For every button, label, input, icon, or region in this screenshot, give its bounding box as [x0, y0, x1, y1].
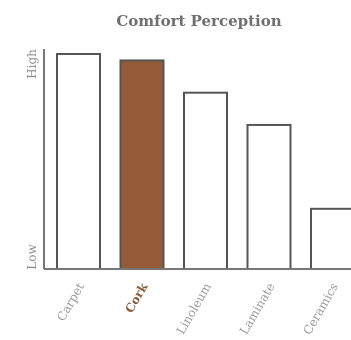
x-axis-labels: Carpet Cork Linoleum Laminate Ceramics	[54, 280, 341, 337]
bar-laminate	[246, 123, 292, 270]
bar-ceramics	[310, 207, 351, 271]
x-tick-label-ceramics: Ceramics	[300, 281, 341, 338]
y-axis-low-label: Low	[25, 244, 39, 270]
y-axis-high-label: High	[25, 49, 39, 79]
bars-group	[56, 53, 351, 271]
x-tick-label-laminate: Laminate	[237, 281, 278, 337]
bar-linoleum	[183, 91, 228, 270]
x-tick-label-linoleum: Linoleum	[174, 280, 215, 337]
x-tick-label-cork: Cork	[122, 280, 151, 315]
x-tick-label-carpet: Carpet	[54, 280, 87, 323]
chart-title: Comfort Perception	[116, 12, 281, 30]
bar-cork	[119, 59, 165, 271]
bar-carpet	[56, 53, 101, 270]
